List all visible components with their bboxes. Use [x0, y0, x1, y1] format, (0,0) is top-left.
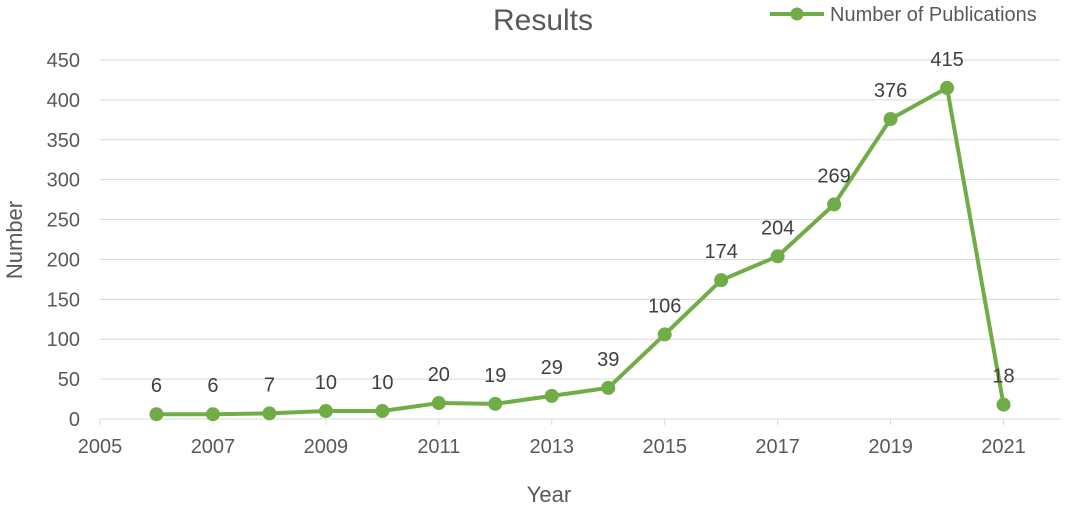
x-tick-label: 2009: [304, 436, 349, 458]
y-tick-label: 50: [58, 369, 80, 391]
data-point: [714, 273, 729, 288]
data-label: 6: [151, 375, 162, 397]
y-tick-label: 450: [47, 50, 80, 72]
data-point: [431, 396, 446, 411]
data-point: [375, 404, 390, 419]
x-axis-label: Year: [527, 482, 571, 507]
data-label: 204: [761, 217, 794, 239]
data-label: 18: [992, 366, 1014, 388]
series-line-path: [156, 85, 1006, 417]
x-tick-label: 2015: [642, 436, 687, 458]
data-point: [996, 397, 1011, 412]
data-label: 10: [315, 372, 337, 394]
data-point: [940, 80, 955, 95]
y-tick-label: 150: [47, 289, 80, 311]
data-point: [205, 407, 220, 422]
data-label: 415: [930, 49, 963, 71]
data-label: 19: [484, 365, 506, 387]
data-label: 10: [371, 372, 393, 394]
legend-label: Number of Publications: [830, 4, 1037, 26]
data-labels: 6 6 7 10 10 20 19 29 39 106 174 204 269 376 415 18: [151, 49, 1015, 397]
x-tick-label: 2011: [417, 436, 460, 458]
y-axis-label: Number: [2, 201, 27, 279]
data-point: [601, 380, 616, 395]
data-label: 106: [648, 295, 681, 317]
data-label: 376: [874, 80, 907, 102]
y-tick-label: 100: [47, 329, 80, 351]
data-label: 269: [817, 165, 850, 187]
data-label: 7: [264, 374, 275, 396]
x-tick-label: 2017: [755, 436, 800, 458]
legend-point-marker: [790, 7, 804, 21]
data-label: 29: [541, 357, 563, 379]
data-point: [827, 197, 842, 212]
x-tick-label: 2013: [530, 436, 575, 458]
x-tick-label: 2019: [868, 436, 913, 458]
data-point: [318, 404, 333, 419]
gridlines: [100, 59, 1060, 420]
x-tick-label: 2005: [78, 436, 123, 458]
y-tick-label: 300: [47, 170, 80, 192]
chart-title: Results: [493, 4, 593, 37]
data-point: [883, 112, 898, 127]
y-tick-label: 200: [47, 249, 80, 271]
data-point: [488, 396, 503, 411]
y-tick-label: 250: [47, 210, 80, 232]
y-tick-label: 0: [69, 409, 80, 431]
data-point: [262, 406, 277, 421]
data-point: [770, 249, 785, 264]
data-label: 6: [207, 375, 218, 397]
data-point: [544, 388, 559, 403]
y-tick-label: 350: [47, 130, 80, 152]
data-point: [657, 327, 672, 342]
y-tick-label: 400: [47, 90, 80, 112]
data-label: 174: [704, 241, 737, 263]
data-label: 20: [428, 364, 450, 386]
data-point: [149, 407, 164, 422]
x-axis-ticks: 2005 2007 2009 2011 2013 2015 2017 2019 2021: [78, 419, 1026, 458]
legend: Number of Publications: [770, 4, 1037, 26]
data-label: 39: [597, 349, 619, 371]
x-tick-label: 2007: [191, 436, 236, 458]
series-points: [149, 80, 1011, 422]
y-axis-ticks: 0 50 100 150 200 250 300 350 400 450: [47, 50, 80, 431]
series-line: [156, 85, 1006, 417]
x-tick-label: 2021: [981, 436, 1026, 458]
